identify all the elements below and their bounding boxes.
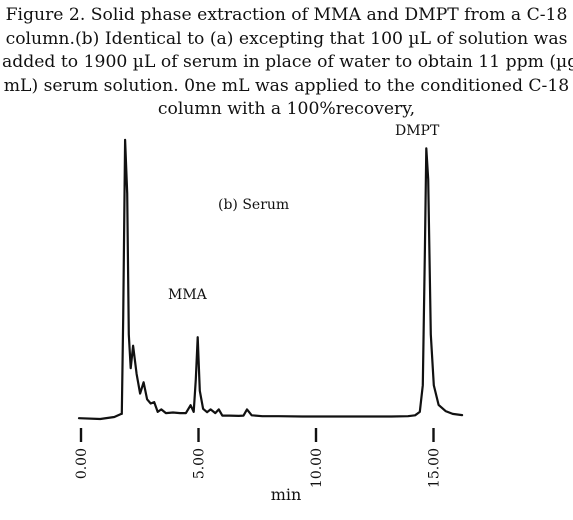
- figure-caption: Figure 2. Solid phase extraction of MMA …: [2, 4, 573, 122]
- series-label-serum: (b) Serum: [218, 197, 289, 213]
- peak-label-mma: MMA: [168, 287, 208, 303]
- caption-line-1: Figure 2. Solid phase extraction of MMA …: [5, 5, 568, 25]
- x-tick-label: 0.00: [74, 448, 90, 479]
- caption-line-5: column with a 100%recovery,: [157, 99, 416, 119]
- x-tick-label: 5.00: [192, 448, 208, 479]
- peak-label-dmpt: DMPT: [395, 123, 440, 139]
- x-axis-ticks: 0.00 5.00 10.00 15.00: [74, 428, 443, 488]
- caption-line-2: column.(b) Identical to (a) excepting th…: [5, 28, 568, 49]
- x-axis-label: min: [271, 485, 302, 504]
- chromatogram-trace: [77, 138, 464, 421]
- x-tick-label: 10.00: [309, 448, 325, 488]
- caption-line-3: added to 1900 µL of serum in place of wa…: [2, 52, 573, 72]
- x-tick-label: 15.00: [427, 448, 443, 488]
- caption-line-4: mL) serum solution. 0ne mL was applied t…: [3, 75, 570, 96]
